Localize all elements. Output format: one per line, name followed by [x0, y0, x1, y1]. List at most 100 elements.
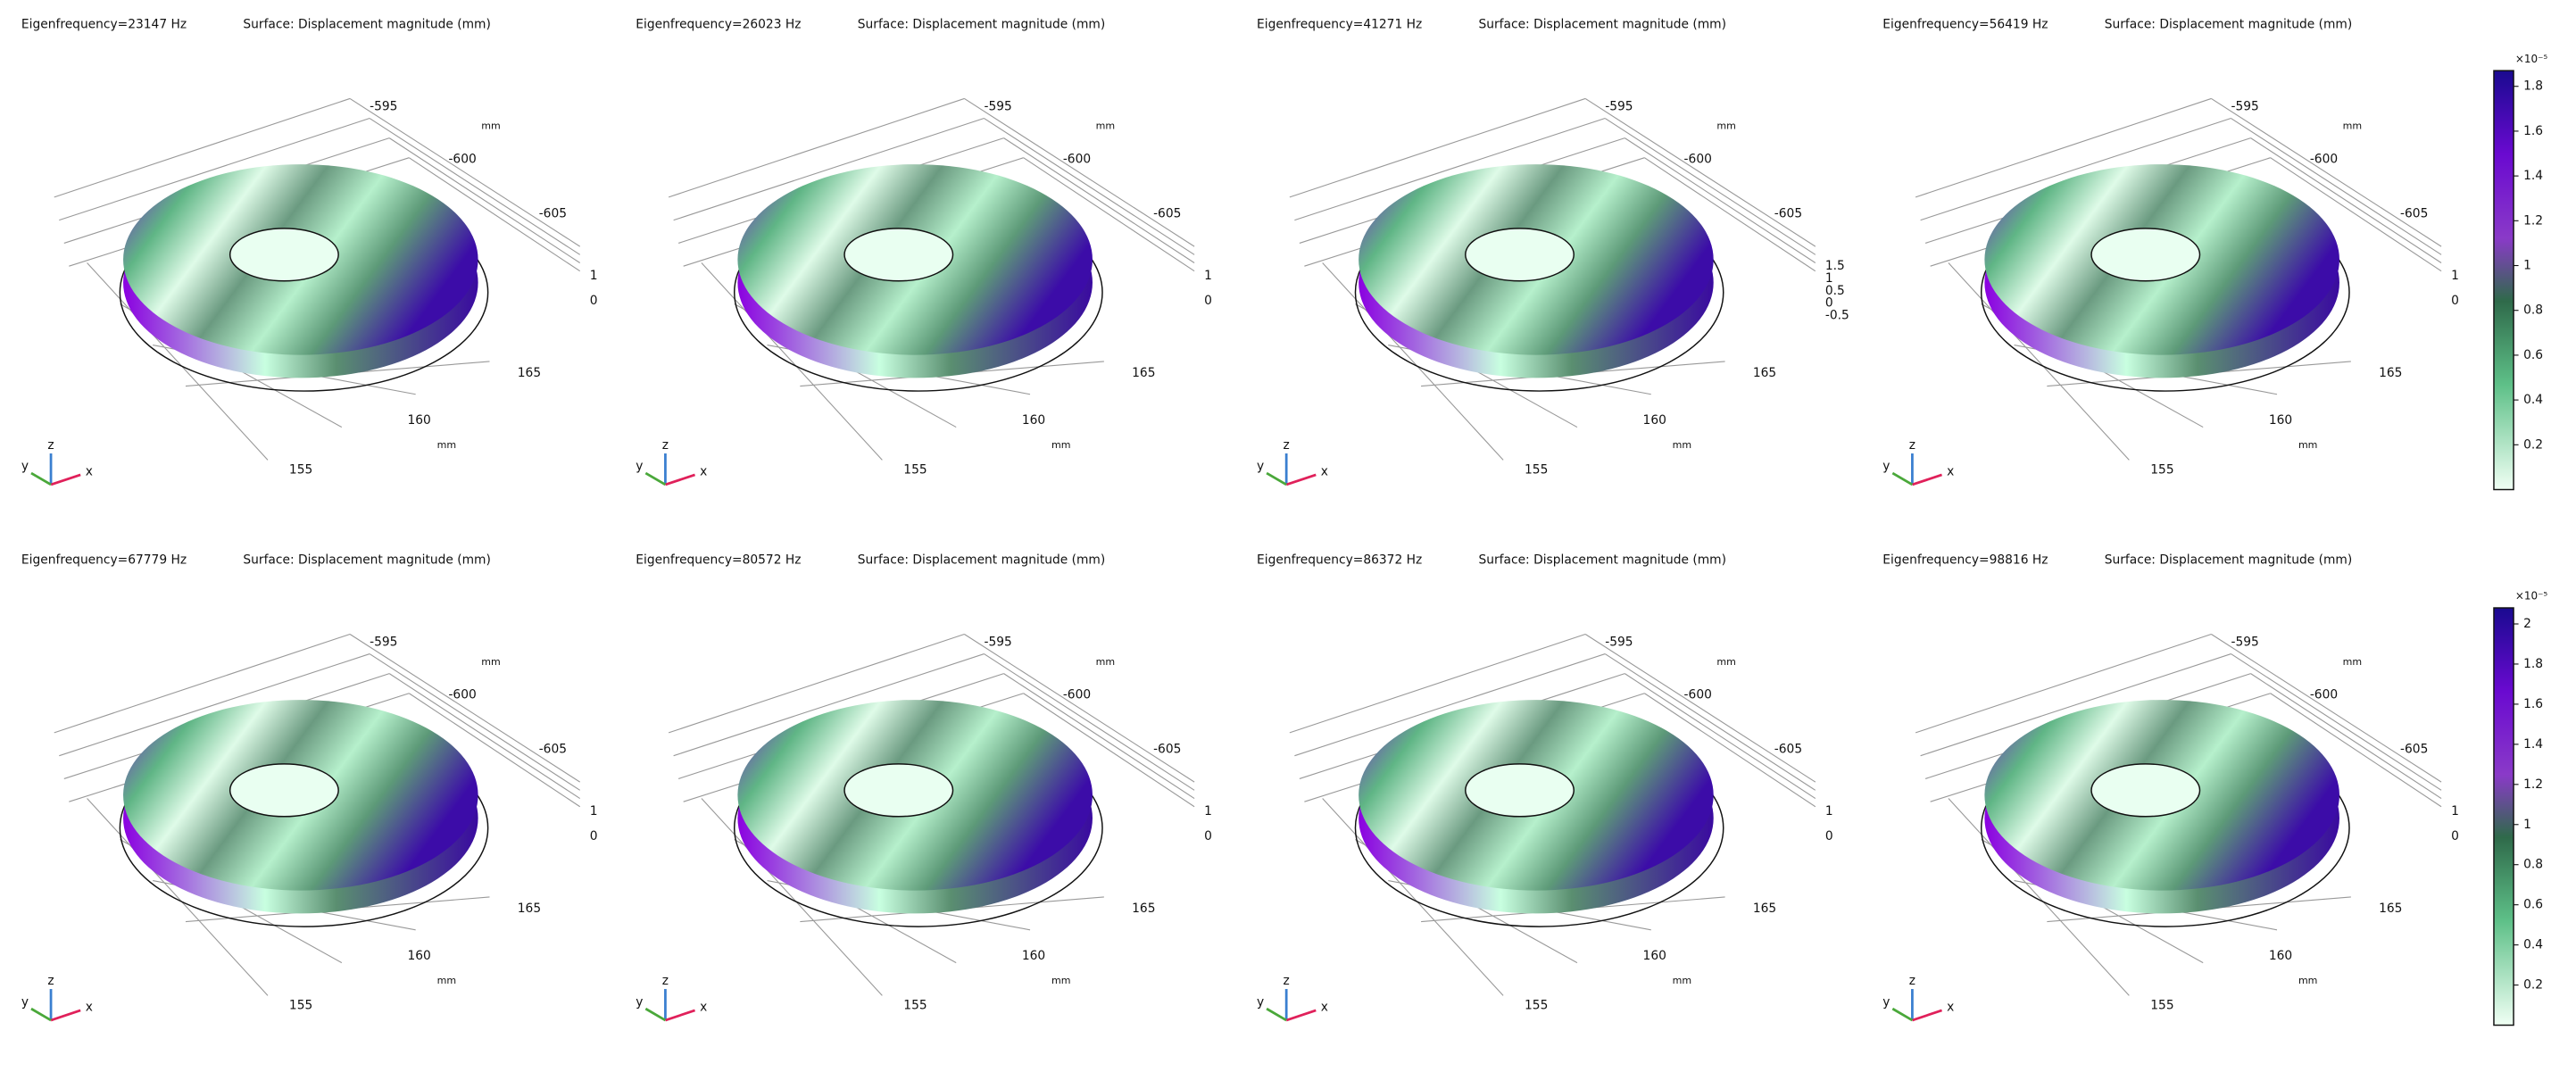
- axis-grid: [1294, 653, 1606, 757]
- y-axis-tick: -600: [1063, 688, 1091, 702]
- colorbar-scale: [2493, 70, 2514, 491]
- y-axis-unit: mm: [1096, 120, 1116, 132]
- triad-label: x: [1321, 1000, 1328, 1014]
- axis-grid: [1289, 97, 1586, 198]
- triad-label: x: [1947, 464, 1954, 478]
- triad-label: y: [1882, 995, 1890, 1010]
- axis-grid: [1322, 798, 1504, 996]
- colorbar-tick-label: 1.8: [2523, 79, 2543, 94]
- axis-grid: [984, 653, 1195, 791]
- axis-grid: [1584, 634, 1816, 783]
- triad-y: [1891, 1007, 1914, 1022]
- triad-y: [644, 1007, 667, 1022]
- triad-y: [1266, 1007, 1287, 1022]
- y-axis-tick: -600: [1684, 153, 1712, 167]
- triad-label: y: [21, 995, 29, 1010]
- x-axis-tick: 165: [2379, 902, 2402, 916]
- triad-y: [1891, 471, 1914, 486]
- colorbar: ×10⁻⁵ 0.2 0.4 0.6 0.8 1 1.2 1.4 1.6 1.8: [2493, 53, 2548, 491]
- z-axis-tick: 1: [1204, 804, 1212, 819]
- plot-label: Surface: Displacement magnitude (mm): [2105, 18, 2353, 32]
- triad-x: [1911, 473, 1942, 486]
- z-axis-tick: 0: [1825, 829, 1833, 843]
- axis-grid: [1644, 693, 1816, 808]
- plot-label: Surface: Displacement magnitude (mm): [243, 18, 491, 32]
- y-axis-tick: -595: [2231, 636, 2258, 650]
- plot-label: Surface: Displacement magnitude (mm): [1479, 553, 1727, 568]
- result-panel: Eigenfrequency=26023 Hz Surface: Displace…: [636, 18, 1212, 486]
- colorbar-tick-label: 1.6: [2523, 124, 2543, 138]
- x-axis-tick: 155: [1525, 462, 1548, 477]
- axis-grid: [701, 262, 883, 461]
- z-axis-tick: 1: [2451, 804, 2459, 819]
- triad-label: y: [21, 460, 29, 474]
- eigenfrequency-label: Eigenfrequency=23147 Hz: [21, 18, 187, 32]
- plot-label: Surface: Displacement magnitude (mm): [858, 553, 1106, 568]
- x-axis-tick: 165: [2379, 366, 2402, 380]
- triad-label: z: [1909, 438, 1915, 453]
- z-axis-tick: 1: [2451, 269, 2459, 283]
- x-axis-unit: mm: [2298, 439, 2318, 451]
- colorbar-tick-label: 2: [2523, 617, 2531, 631]
- y-axis-tick: -605: [1153, 742, 1181, 756]
- axis-grid: [1604, 118, 1816, 255]
- y-axis-unit: mm: [481, 120, 501, 132]
- axis-grid: [668, 97, 965, 198]
- colorbar-tick-label: 1.8: [2523, 657, 2543, 671]
- axis-grid: [54, 633, 351, 734]
- result-panel: Eigenfrequency=98816 Hz Surface: Displace…: [1882, 553, 2459, 1022]
- axis-grid: [984, 118, 1195, 255]
- z-axis-tick: 0: [2451, 294, 2459, 308]
- axis-grid: [349, 634, 581, 783]
- z-axis-tick: 1: [1204, 269, 1212, 283]
- triad-x: [664, 1009, 695, 1022]
- colorbar-tick-label: 1.6: [2523, 697, 2543, 711]
- y-axis-tick: -595: [984, 636, 1011, 650]
- axis-grid: [1920, 118, 2231, 221]
- triad-label: z: [47, 974, 54, 988]
- axis-grid: [2270, 157, 2442, 272]
- x-axis-tick: 165: [1132, 366, 1155, 380]
- axis-grid: [2211, 634, 2442, 783]
- x-axis-tick: 165: [1132, 902, 1155, 916]
- z-axis-tick: 0: [1825, 296, 1833, 311]
- colorbar-tick-label: 0.8: [2523, 303, 2543, 318]
- axis-grid: [2270, 693, 2442, 808]
- axis-grid: [369, 118, 581, 255]
- colorbar-tick-label: 1.4: [2523, 737, 2543, 752]
- y-axis-unit: mm: [1096, 656, 1116, 668]
- disk-hole: [843, 228, 954, 282]
- colorbar-exponent: ×10⁻⁵: [2515, 590, 2548, 602]
- x-axis-tick: 155: [2150, 998, 2173, 1012]
- axis-grid: [2211, 97, 2442, 247]
- disk-hole: [2090, 763, 2201, 818]
- triad-x: [1911, 1009, 1942, 1022]
- y-axis-tick: -605: [1774, 742, 1802, 756]
- y-axis-unit: mm: [2343, 656, 2363, 668]
- z-axis-tick: 0.5: [1825, 284, 1845, 298]
- axis-grid: [369, 653, 581, 791]
- axis-grid: [2250, 137, 2442, 263]
- axis-grid: [1023, 157, 1195, 272]
- y-axis-tick: -600: [2310, 688, 2338, 702]
- y-axis-tick: -605: [539, 742, 567, 756]
- x-axis-tick: 160: [1643, 949, 1666, 963]
- x-axis-tick: 155: [289, 998, 312, 1012]
- axis-grid: [964, 634, 1195, 783]
- x-axis-unit: mm: [437, 439, 456, 451]
- eigenfrequency-label: Eigenfrequency=56419 Hz: [1882, 18, 2048, 32]
- y-axis-unit: mm: [1716, 120, 1736, 132]
- colorbar-exponent: ×10⁻⁵: [2515, 53, 2548, 65]
- z-axis-tick: 0: [590, 294, 598, 308]
- triad-label: x: [1947, 1000, 1954, 1014]
- z-axis-tick: 1: [1825, 804, 1833, 819]
- axis-grid: [1948, 262, 2130, 461]
- axis-grid: [673, 118, 985, 221]
- colorbar-tick-label: 1: [2523, 818, 2531, 832]
- axis-grid: [408, 157, 581, 272]
- x-axis-tick: 160: [1022, 413, 1045, 428]
- disk-hole: [843, 763, 954, 818]
- colorbar-tick-label: 1.2: [2523, 213, 2543, 228]
- axis-grid: [54, 97, 351, 198]
